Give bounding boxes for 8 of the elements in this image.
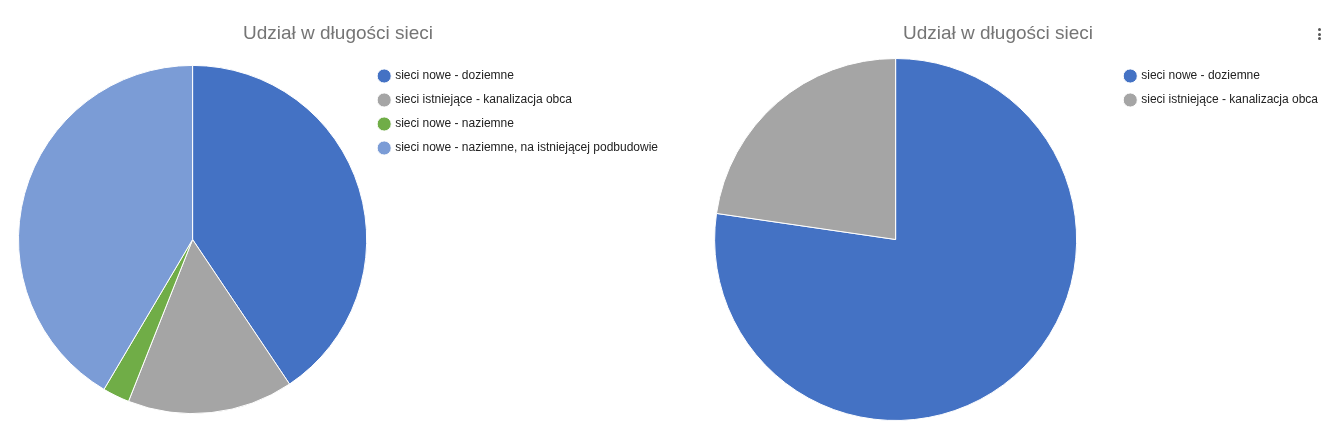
chart-title: Udział w długości sieci xyxy=(241,21,435,45)
legend-label: sieci nowe - doziemne xyxy=(395,68,515,83)
legend-label: sieci nowe - doziemne xyxy=(1141,68,1261,83)
legend-label: sieci nowe - naziemne xyxy=(395,116,515,131)
legend-label: sieci nowe - naziemne, na istniejącej podbudowie xyxy=(395,140,659,155)
chart-title: Udział w długości sieci xyxy=(901,21,1095,45)
legend-label: sieci istniejące - kanalizacja obca xyxy=(395,92,573,107)
legend-label: sieci istniejące - kanalizacja obca xyxy=(1141,92,1319,107)
